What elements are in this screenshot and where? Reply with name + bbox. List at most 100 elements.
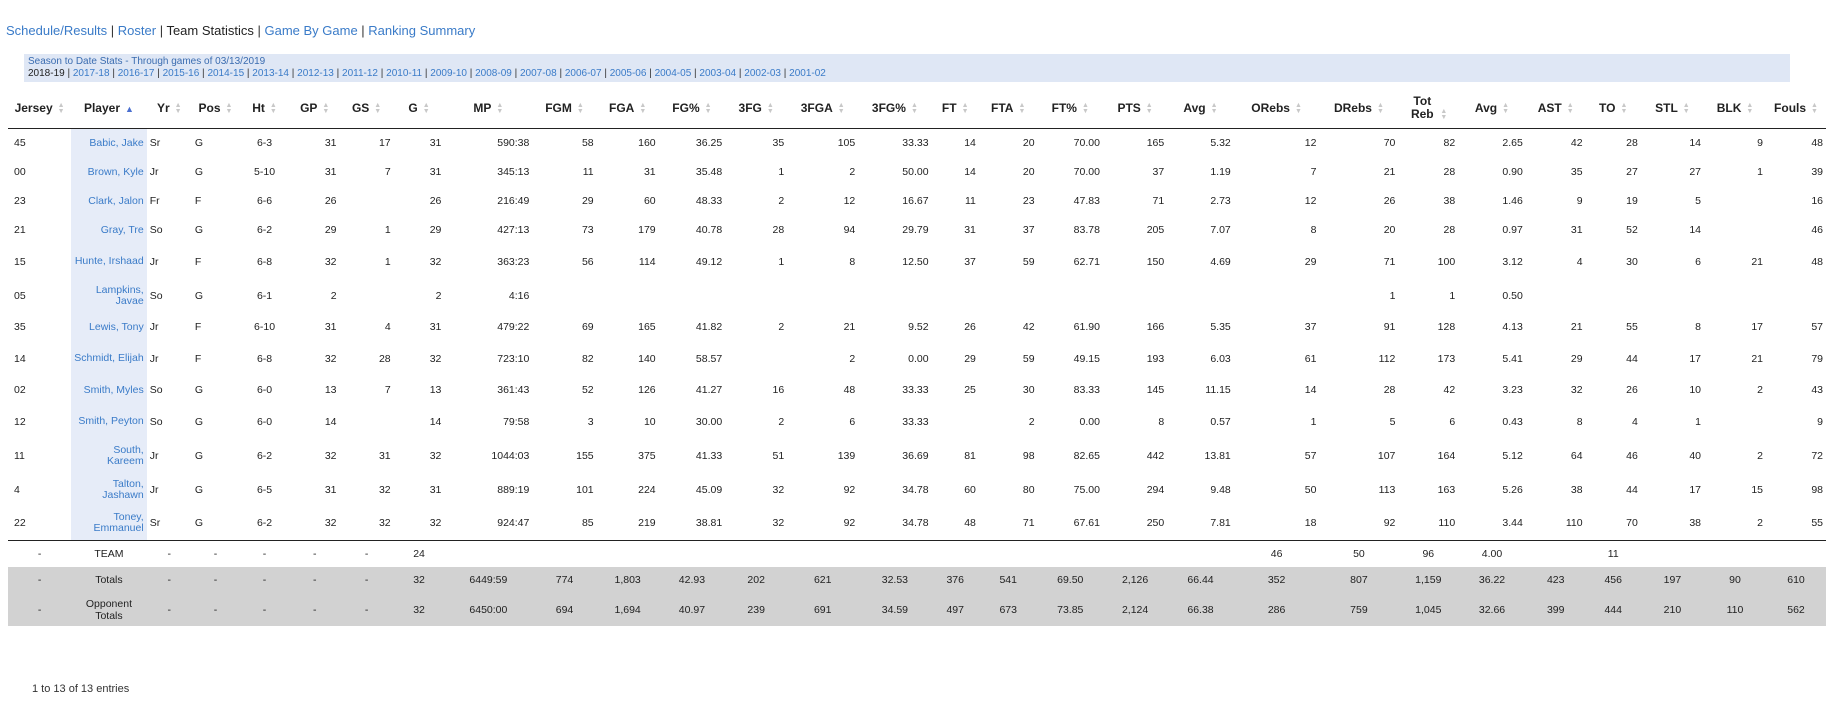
season-link-2006-07[interactable]: 2006-07 xyxy=(564,68,602,79)
season-link-2001-02[interactable]: 2001-02 xyxy=(789,68,826,79)
player-link[interactable]: Hunte, Irshaad xyxy=(74,255,144,267)
sort-icon[interactable]: ▲ ▼ xyxy=(1018,101,1026,115)
column-header-3fga[interactable]: 3FGA ▲ ▼ xyxy=(787,88,859,129)
column-header-gs[interactable]: GS ▲ ▼ xyxy=(339,88,394,129)
sort-icon[interactable]: ▲ ▼ xyxy=(1294,101,1302,115)
sort-icon[interactable]: ▲ ▼ xyxy=(1081,101,1089,115)
season-link-2009-10[interactable]: 2009-10 xyxy=(430,68,467,79)
sort-icon[interactable]: ▲ ▼ xyxy=(704,101,712,115)
sort-icon[interactable]: ▲ ▼ xyxy=(422,101,430,115)
nav-link-game-by-game[interactable]: Game By Game xyxy=(264,23,358,38)
sort-icon[interactable]: ▲ ▼ xyxy=(1440,107,1448,121)
column-header-pos[interactable]: Pos ▲ ▼ xyxy=(191,88,240,129)
season-link-2015-16[interactable]: 2015-16 xyxy=(162,68,200,79)
sort-icon[interactable]: ▲ ▼ xyxy=(1502,101,1510,115)
column-header-ft[interactable]: FT ▲ ▼ xyxy=(931,88,979,129)
column-header-stl[interactable]: STL ▲ ▼ xyxy=(1640,88,1704,129)
player-link[interactable]: Lampkins, Javae xyxy=(95,283,144,307)
column-header-ftpct[interactable]: FT% ▲ ▼ xyxy=(1037,88,1103,129)
sort-icon[interactable]: ▲ ▼ xyxy=(1811,101,1818,115)
season-link-2012-13[interactable]: 2012-13 xyxy=(297,68,334,79)
column-header-ast[interactable]: AST ▲ ▼ xyxy=(1525,88,1586,129)
player-link[interactable]: Schmidt, Elijah xyxy=(74,352,144,364)
season-link-2002-03[interactable]: 2002-03 xyxy=(744,68,781,79)
nav-link-roster[interactable]: Roster xyxy=(117,23,157,38)
sort-icon[interactable]: ▲ ▼ xyxy=(1746,101,1754,115)
sort-icon[interactable]: ▲ ▼ xyxy=(910,101,918,115)
column-header-jersey[interactable]: Jersey ▲ ▼ xyxy=(8,88,72,129)
sort-icon[interactable]: ▲ ▼ xyxy=(1620,101,1628,115)
column-header-to[interactable]: TO ▲ ▼ xyxy=(1585,88,1641,129)
nav-link-ranking-summary[interactable]: Ranking Summary xyxy=(368,23,476,38)
column-header-fgpct[interactable]: FG% ▲ ▼ xyxy=(658,88,726,129)
season-separator: | xyxy=(154,68,163,79)
sort-icon[interactable]: ▲ ▼ xyxy=(496,101,504,115)
player-link[interactable]: Gray, Tre xyxy=(100,223,144,236)
column-header-drebs[interactable]: DRebs ▲ ▼ xyxy=(1319,88,1399,129)
season-link-2014-15[interactable]: 2014-15 xyxy=(207,68,245,79)
column-header-ht[interactable]: Ht ▲ ▼ xyxy=(239,88,290,129)
cell-pts: 8 xyxy=(1158,415,1165,428)
sort-icon[interactable]: ▲ ▼ xyxy=(269,101,277,115)
nav-link-schedule-results[interactable]: Schedule/Results xyxy=(6,23,108,38)
cell-ast: 8 xyxy=(1576,415,1583,428)
sort-icon[interactable]: ▲ ▼ xyxy=(1566,101,1574,115)
column-header-fga[interactable]: FGA ▲ ▼ xyxy=(596,88,659,129)
player-link[interactable]: South, Kareem xyxy=(106,443,144,467)
sort-icon[interactable]: ▲ ▼ xyxy=(639,101,647,115)
column-header-3fg[interactable]: 3FG ▲ ▼ xyxy=(725,88,788,129)
column-header-mp[interactable]: MP ▲ ▼ xyxy=(444,88,533,129)
column-header-player[interactable]: Player ▲ xyxy=(71,88,147,129)
cell-pts xyxy=(1103,279,1167,313)
column-header-avg-reb[interactable]: Avg ▲ ▼ xyxy=(1458,88,1526,129)
season-link-2003-04[interactable]: 2003-04 xyxy=(699,68,737,79)
season-link-2017-18[interactable]: 2017-18 xyxy=(72,68,110,79)
sort-ascending-icon[interactable]: ▲ xyxy=(124,103,134,114)
column-header-fgm[interactable]: FGM ▲ ▼ xyxy=(532,88,597,129)
sort-icon[interactable]: ▲ ▼ xyxy=(766,101,774,115)
season-link-2016-17[interactable]: 2016-17 xyxy=(117,68,155,79)
sort-icon[interactable]: ▲ ▼ xyxy=(374,101,382,115)
sort-icon[interactable]: ▲ ▼ xyxy=(174,101,182,115)
sort-icon[interactable]: ▲ ▼ xyxy=(1376,101,1384,115)
player-link[interactable]: Clark, Jalon xyxy=(88,194,144,207)
column-header-3fgpct[interactable]: 3FG% ▲ ▼ xyxy=(858,88,932,129)
season-link-2011-12[interactable]: 2011-12 xyxy=(342,68,378,79)
sort-icon[interactable]: ▲ ▼ xyxy=(837,101,845,115)
column-header-avg[interactable]: Avg ▲ ▼ xyxy=(1167,88,1234,129)
player-link[interactable]: Talton, Jashawn xyxy=(102,477,144,501)
player-link[interactable]: Brown, Kyle xyxy=(87,165,144,178)
cell-jersey: 05 xyxy=(14,289,26,302)
sort-icon[interactable]: ▲ ▼ xyxy=(1145,101,1153,115)
player-link[interactable]: Smith, Myles xyxy=(83,383,144,396)
column-header-gp[interactable]: GP ▲ ▼ xyxy=(289,88,340,129)
column-header-pts[interactable]: PTS ▲ ▼ xyxy=(1102,88,1168,129)
column-header-blk[interactable]: BLK ▲ ▼ xyxy=(1704,88,1767,129)
player-link[interactable]: Toney, Emmanuel xyxy=(93,511,144,535)
sort-icon[interactable]: ▲ ▼ xyxy=(57,101,65,115)
column-header-yr[interactable]: Yr ▲ ▼ xyxy=(146,88,192,129)
player-link[interactable]: Lewis, Tony xyxy=(89,320,144,333)
cell-blk: 2 xyxy=(1757,449,1764,462)
column-header-orebs[interactable]: ORebs ▲ ▼ xyxy=(1233,88,1320,129)
column-header-fta[interactable]: FTA ▲ ▼ xyxy=(978,88,1038,129)
sort-icon[interactable]: ▲ ▼ xyxy=(576,101,584,115)
sort-icon[interactable]: ▲ ▼ xyxy=(1682,101,1690,115)
season-link-2004-05[interactable]: 2004-05 xyxy=(654,68,692,79)
season-link-2010-11[interactable]: 2010-11 xyxy=(386,68,423,79)
column-header-g[interactable]: G ▲ ▼ xyxy=(393,88,445,129)
player-link[interactable]: Smith, Peyton xyxy=(78,415,144,427)
season-link-2007-08[interactable]: 2007-08 xyxy=(519,68,557,79)
cell-mp: 363:23 xyxy=(497,255,530,268)
column-header-fouls[interactable]: Fouls ▲ ▼ xyxy=(1766,88,1826,129)
season-link-2013-14[interactable]: 2013-14 xyxy=(252,68,289,79)
sort-icon[interactable]: ▲ ▼ xyxy=(225,101,233,115)
player-link[interactable]: Babic, Jake xyxy=(89,136,144,149)
sort-icon[interactable]: ▲ ▼ xyxy=(1210,101,1218,115)
season-link-2008-09[interactable]: 2008-09 xyxy=(475,68,512,79)
column-header-tot-reb[interactable]: Tot Reb ▲ ▼ xyxy=(1398,88,1459,129)
season-link-2005-06[interactable]: 2005-06 xyxy=(609,68,647,79)
cell-gs: 32 xyxy=(378,483,391,496)
sort-icon[interactable]: ▲ ▼ xyxy=(322,101,330,115)
sort-icon[interactable]: ▲ ▼ xyxy=(961,101,969,115)
